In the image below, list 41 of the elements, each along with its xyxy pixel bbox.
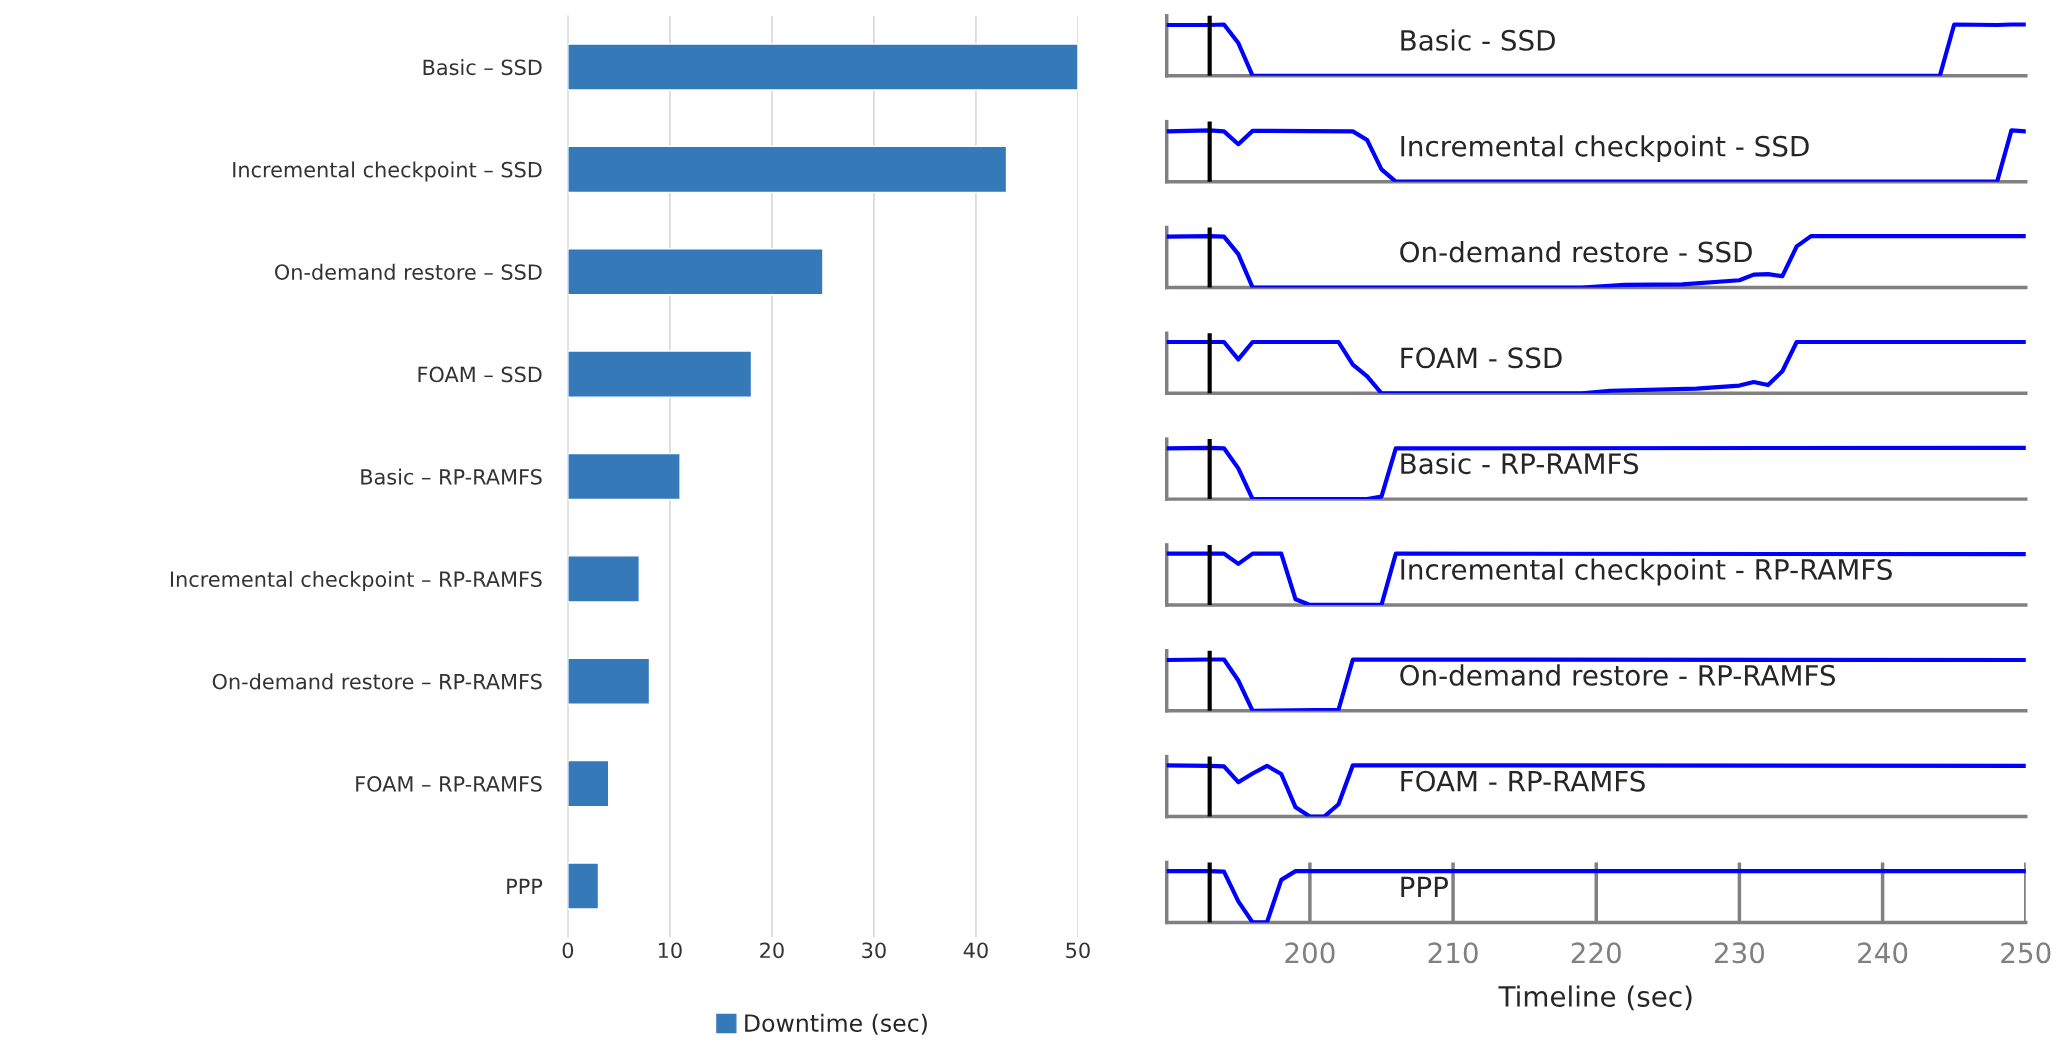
chart-title: Basic - SSD <box>1401 29 1555 51</box>
x-tick-label: 20 <box>760 942 784 959</box>
x-tick-label: 200 <box>1285 942 1335 964</box>
bar <box>567 555 640 603</box>
y-tick-label: On-demand restore – SSD <box>275 263 542 280</box>
chart-title: Incremental checkpoint - SSD <box>1401 135 1809 163</box>
x-axis-title: Timeline (sec) <box>1498 985 1692 1011</box>
bar <box>567 657 651 705</box>
y-tick-label: FOAM – RP-RAMFS <box>356 776 542 792</box>
y-tick-label: PPP <box>507 878 543 894</box>
chart-title: Basic - RP-RAMFS <box>1401 452 1639 475</box>
x-tick-label: 40 <box>963 942 988 959</box>
x-tick-label: 10 <box>658 942 682 959</box>
bar <box>567 862 600 910</box>
chart-title: FOAM - RP-RAMFS <box>1401 770 1645 792</box>
x-tick-label: 220 <box>1571 942 1621 964</box>
x-tick-label: 50 <box>1066 942 1090 959</box>
x-tick-label: 230 <box>1714 942 1765 964</box>
y-tick-label: Incremental checkpoint – SSD <box>233 161 542 182</box>
bar <box>567 145 1008 194</box>
chart-title: On-demand restore - SSD <box>1400 241 1752 263</box>
chart-title: Incremental checkpoint - RP-RAMFS <box>1401 558 1892 586</box>
y-tick-label: Incremental checkpoint – RP-RAMFS <box>170 570 542 592</box>
y-tick-label: On-demand restore – RP-RAMFS <box>212 673 542 690</box>
x-tick-label: 210 <box>1428 942 1478 964</box>
x-tick-label: 0 <box>562 942 574 959</box>
chart-title: FOAM - SSD <box>1401 347 1562 369</box>
x-tick-label: 30 <box>862 942 886 959</box>
x-tick-label: 240 <box>1858 942 1908 964</box>
bar <box>567 43 1078 91</box>
y-tick-label: Basic – RP-RAMFS <box>361 468 542 485</box>
bar <box>567 248 824 296</box>
bar <box>567 452 681 501</box>
chart-title: PPP <box>1401 876 1448 898</box>
bar <box>567 350 753 398</box>
x-tick-label: 250 <box>2001 942 2051 964</box>
bar <box>567 759 610 808</box>
chart-title: On-demand restore - RP-RAMFS <box>1400 664 1836 686</box>
y-tick-label: FOAM – SSD <box>418 366 542 383</box>
y-tick-label: Basic – SSD <box>423 59 542 76</box>
legend-label: Downtime (sec) <box>745 1013 927 1035</box>
